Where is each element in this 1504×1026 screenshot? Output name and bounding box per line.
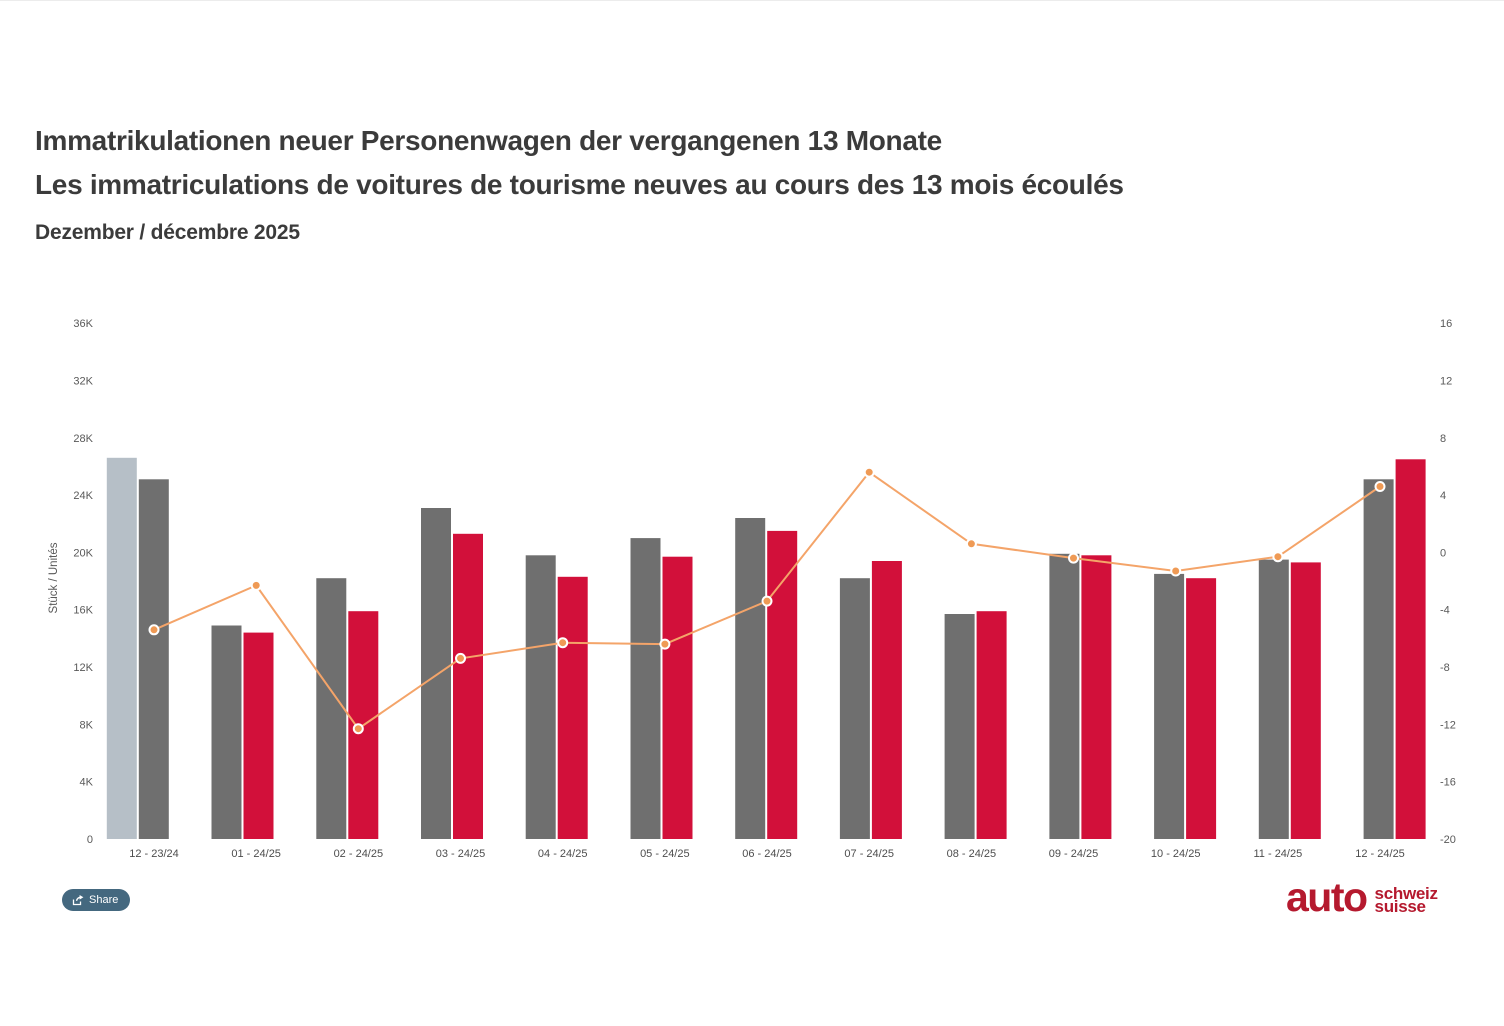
- x-axis-label: 01 - 24/25: [231, 848, 281, 860]
- change-percent-point-03-24/25[interactable]: [455, 652, 466, 664]
- x-axis-label: 07 - 24/25: [844, 848, 894, 860]
- logo-word-auto: auto: [1286, 874, 1368, 920]
- bar-report-year-01-24/25[interactable]: [243, 632, 274, 839]
- logo-country-stack: schweiz suisse: [1374, 884, 1438, 916]
- x-axis-label: 10 - 24/25: [1151, 848, 1201, 860]
- y-right-tick-label: -8: [1440, 662, 1450, 674]
- x-axis-label: 12 - 23/24: [129, 848, 179, 860]
- bar-base-year-06-24/25[interactable]: [735, 518, 766, 839]
- change-percent-point-12-23/24[interactable]: [148, 624, 160, 636]
- change-percent-point-11-24/25[interactable]: [1272, 551, 1284, 563]
- share-icon: [72, 894, 84, 905]
- bar-report-year-11-24/25[interactable]: [1290, 562, 1321, 839]
- bar-base-year-11-24/25[interactable]: [1258, 559, 1289, 839]
- bar-report-year-03-24/25[interactable]: [453, 533, 483, 839]
- x-axis-label: 06 - 24/25: [742, 848, 792, 860]
- bar-base-year-02-24/25[interactable]: [316, 578, 347, 839]
- x-axis-label: 03 - 24/25: [436, 848, 486, 860]
- bar-report-year-07-24/25[interactable]: [871, 561, 902, 839]
- change-percent-point-09-24/25[interactable]: [1068, 552, 1079, 564]
- logo-suisse: suisse: [1374, 896, 1426, 916]
- y-right-tick-label: 0: [1440, 547, 1446, 559]
- bar-report-year-04-24/25[interactable]: [557, 576, 588, 839]
- bar-report-year-10-24/25[interactable]: [1186, 578, 1217, 839]
- y-right-tick-label: 16: [1440, 318, 1452, 330]
- title-french: Les immatriculations de voitures de tour…: [35, 169, 1124, 200]
- y-right-tick-label: -20: [1440, 834, 1456, 846]
- x-axis-label: 11 - 24/25: [1254, 848, 1303, 860]
- y-right-tick-label: 4: [1440, 490, 1446, 502]
- bar-base-year-04-24/25[interactable]: [525, 555, 556, 839]
- bar-report-year-05-24/25[interactable]: [662, 556, 693, 839]
- x-axis-label: 05 - 24/25: [640, 848, 690, 860]
- x-axis-label: 08 - 24/25: [947, 848, 997, 860]
- x-axis-label: 02 - 24/25: [334, 848, 384, 860]
- change-percent-point-08-24/25[interactable]: [965, 538, 977, 550]
- bar-base-year-12-23/24[interactable]: [138, 479, 169, 839]
- change-percent-point-12-24/25[interactable]: [1374, 481, 1386, 492]
- change-percent-point-07-24/25[interactable]: [863, 466, 875, 478]
- change-percent-point-10-24/25[interactable]: [1170, 565, 1182, 577]
- bar-base-year-05-24/25[interactable]: [630, 538, 661, 839]
- bar-previous-period-12-23/24[interactable]: [106, 457, 137, 839]
- share-button[interactable]: Share: [62, 889, 131, 911]
- x-axis-label: 12 - 24/25: [1355, 848, 1405, 860]
- bar-base-year-09-24/25[interactable]: [1049, 553, 1080, 839]
- change-percent-point-04-24/25[interactable]: [557, 637, 569, 649]
- bar-report-year-09-24/25[interactable]: [1081, 555, 1112, 839]
- y-left-tick-label: 24K: [73, 490, 93, 502]
- change-percent-point-05-24/25[interactable]: [659, 638, 671, 650]
- x-axis-label: 04 - 24/25: [538, 848, 588, 860]
- bar-report-year-06-24/25[interactable]: [767, 530, 798, 839]
- change-percent-point-06-24/25[interactable]: [761, 595, 773, 607]
- bar-base-year-08-24/25[interactable]: [944, 614, 975, 839]
- y-left-tick-label: 32K: [73, 375, 93, 387]
- bar-base-year-01-24/25[interactable]: [211, 625, 242, 840]
- bar-base-year-10-24/25[interactable]: [1154, 573, 1185, 839]
- y-left-tick-label: 8K: [80, 719, 94, 731]
- registrations-chart: 0 4K 8K 12K 16K 20K 24K 28K 32K 36K Stück / Unités…: [48, 318, 1456, 860]
- y-left-tick-label: 4K: [80, 777, 94, 789]
- share-button-label: Share: [89, 894, 119, 906]
- y-right-tick-label: -4: [1440, 605, 1450, 617]
- bar-base-year-07-24/25[interactable]: [839, 578, 870, 839]
- y-right-tick-label: -12: [1440, 719, 1456, 731]
- bar-report-year-12-24/25[interactable]: [1395, 459, 1426, 839]
- logo-schweiz: schweiz: [1374, 884, 1438, 903]
- bar-report-year-08-24/25[interactable]: [976, 611, 1007, 839]
- y-left-tick-label: 20K: [73, 547, 93, 559]
- y-right-tick-label: 12: [1440, 375, 1452, 387]
- auto-schweiz-logo: auto schweiz suisse: [1286, 874, 1438, 920]
- y-left-tick-label: 0: [87, 834, 93, 846]
- title-german: Immatrikulationen neuer Personenwagen de…: [35, 125, 942, 156]
- x-axis-label: 09 - 24/25: [1049, 848, 1099, 860]
- y-left-tick-label: 12K: [73, 662, 93, 674]
- y-left-axis-title: Stück / Unités: [48, 542, 60, 613]
- change-percent-point-02-24/25[interactable]: [352, 723, 364, 735]
- chart-header: Immatrikulationen neuer Personenwagen de…: [35, 119, 1124, 245]
- y-right-tick-label: 8: [1440, 433, 1446, 445]
- y-left-tick-label: 16K: [73, 605, 93, 617]
- report-month-subtitle: Dezember / décembre 2025: [35, 221, 300, 244]
- bar-base-year-03-24/25[interactable]: [421, 508, 451, 839]
- y-right-tick-label: -16: [1440, 777, 1456, 789]
- bar-base-year-12-24/25[interactable]: [1363, 479, 1394, 839]
- change-percent-point-01-24/25[interactable]: [250, 579, 262, 591]
- y-left-tick-label: 28K: [73, 433, 93, 445]
- y-left-tick-label: 36K: [73, 318, 93, 330]
